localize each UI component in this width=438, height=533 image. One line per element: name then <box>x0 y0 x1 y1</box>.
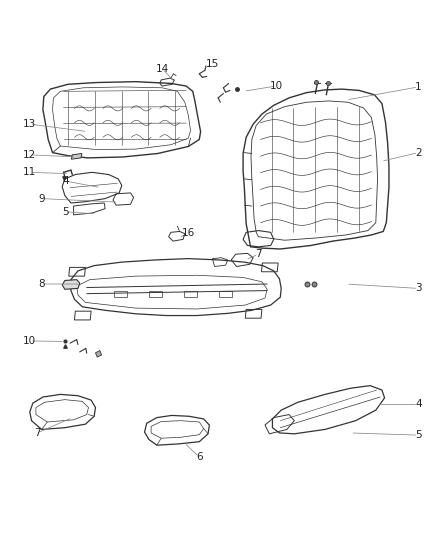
Text: 4: 4 <box>415 399 422 409</box>
Text: 6: 6 <box>196 452 203 462</box>
Text: 14: 14 <box>155 63 169 74</box>
Polygon shape <box>62 280 80 289</box>
Text: 5: 5 <box>415 430 422 440</box>
Text: 13: 13 <box>23 119 36 129</box>
Text: 4: 4 <box>62 176 69 186</box>
Text: 2: 2 <box>415 148 422 158</box>
Text: 16: 16 <box>182 228 195 238</box>
Text: 5: 5 <box>62 207 69 217</box>
Text: 10: 10 <box>23 336 36 346</box>
Text: 7: 7 <box>255 249 262 259</box>
Polygon shape <box>71 154 82 159</box>
Text: 12: 12 <box>23 150 36 160</box>
Text: 15: 15 <box>205 59 219 69</box>
Text: 3: 3 <box>415 284 422 293</box>
Text: 7: 7 <box>34 428 41 438</box>
Text: 1: 1 <box>415 82 422 92</box>
Text: 10: 10 <box>269 81 283 91</box>
Text: 8: 8 <box>38 279 45 289</box>
Polygon shape <box>95 351 102 357</box>
Text: 11: 11 <box>23 167 36 177</box>
Text: 9: 9 <box>38 193 45 204</box>
